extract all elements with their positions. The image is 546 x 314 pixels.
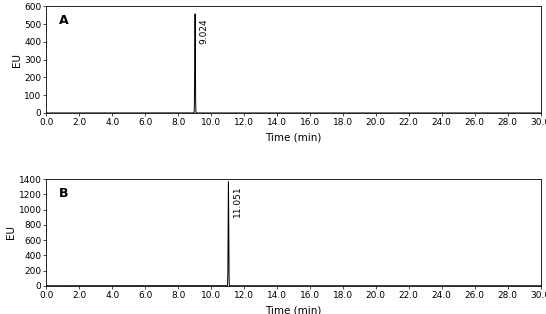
Text: B: B (59, 187, 68, 199)
Text: A: A (59, 14, 68, 27)
X-axis label: Time (min): Time (min) (265, 305, 322, 314)
Y-axis label: EU: EU (6, 225, 16, 239)
Y-axis label: EU: EU (11, 53, 21, 67)
Text: 11.051: 11.051 (233, 186, 241, 218)
X-axis label: Time (min): Time (min) (265, 133, 322, 142)
Text: 9.024: 9.024 (199, 18, 208, 44)
